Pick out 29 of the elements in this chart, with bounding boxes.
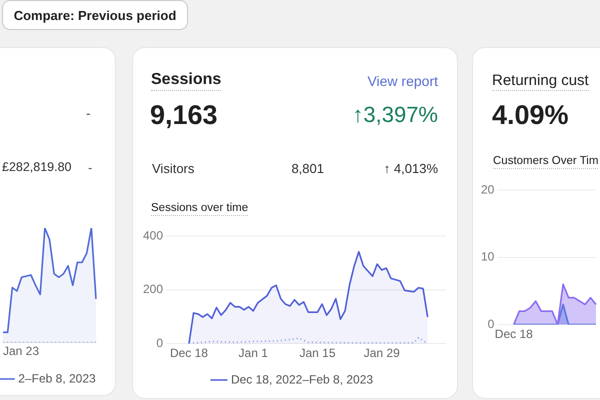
y-tick-label: 200	[142, 282, 164, 296]
y-tick-label: 20	[480, 182, 495, 197]
text: 4.09%	[492, 100, 569, 131]
text: £282,819.80	[2, 160, 72, 174]
chart-title: Returning cust	[492, 72, 589, 91]
chart-title: Sessions	[151, 71, 222, 91]
text: View report	[366, 73, 438, 89]
text: 9,163	[150, 100, 218, 131]
x-tick-label: Dec 18	[170, 346, 208, 360]
text: 8,801	[290, 161, 324, 176]
x-tick-label: Jan 29	[364, 346, 400, 360]
text: Jan 23	[3, 344, 40, 358]
text: ↑ 4,013%	[382, 161, 438, 176]
y-tick-label: 400	[142, 228, 164, 243]
legend-label: 2–Feb 8, 2023	[18, 371, 96, 386]
y-tick-label: 0	[156, 336, 164, 350]
text: -	[88, 160, 92, 175]
chart-subtitle: Sessions over time	[151, 202, 248, 216]
y-tick-label: 0	[488, 316, 495, 331]
x-tick-label: Jan 1	[238, 346, 268, 360]
text: ↑3,397%	[351, 102, 438, 128]
y-tick-label: 10	[480, 250, 495, 264]
text: Visitors	[152, 161, 194, 176]
chart-subtitle: Customers Over Tim	[493, 155, 598, 169]
x-tick-label: Dec 18	[494, 327, 534, 342]
legend-label: Dec 18, 2022–Feb 8, 2023	[230, 372, 374, 386]
text: -	[86, 105, 91, 121]
text: Compare: Previous period	[2, 0, 188, 30]
x-tick-label: Jan 15	[299, 346, 336, 360]
